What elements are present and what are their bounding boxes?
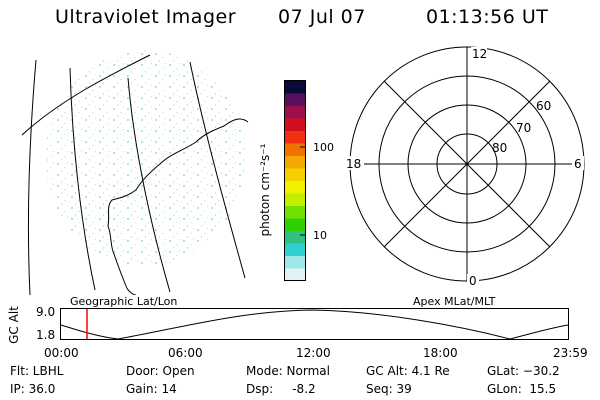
colorbar-segment xyxy=(285,193,305,207)
colorbar-segment xyxy=(285,181,305,194)
colorbar-unit-label: photon cm⁻²s⁻¹ xyxy=(258,143,272,237)
gc-alt-info: GC Alt: 4.1 Re xyxy=(366,364,450,378)
timeline-xtick: 23:59 xyxy=(553,346,588,360)
colorbar-segment xyxy=(285,268,305,282)
colorbar-segment xyxy=(285,231,305,244)
gain-info: Gain: 14 xyxy=(126,382,177,396)
glat-info: GLat: −30.2 xyxy=(487,364,560,378)
color-scale-bar xyxy=(284,80,306,282)
mode-info: Mode: Normal xyxy=(246,364,330,378)
time-label: 01:13:56 UT xyxy=(426,6,549,28)
timeline-ytick: 9.0 xyxy=(36,305,56,319)
colorbar-segment xyxy=(285,218,305,232)
colorbar-segment xyxy=(285,143,305,157)
mlt-label-18: 18 xyxy=(346,157,361,171)
mlt-label-12: 12 xyxy=(472,47,487,61)
lat-label-70: 70 xyxy=(516,121,531,135)
app-title: Ultraviolet Imager xyxy=(55,6,237,28)
filter-info: Flt: LBHL xyxy=(10,364,64,378)
glon-info: GLon: 15.5 xyxy=(487,382,557,396)
latitude-line xyxy=(21,54,151,136)
uv-image-panel xyxy=(21,50,249,295)
timeline-xtick: 18:00 xyxy=(423,346,458,360)
colorbar-tick-label: 10 xyxy=(313,229,327,242)
ip-info: IP: 36.0 xyxy=(10,382,56,396)
colorbar-segment xyxy=(285,93,305,107)
mlt-label-6: 6 xyxy=(574,157,582,171)
timeline-xtick: 06:00 xyxy=(168,346,203,360)
polar-plot: 12 18 6 0 60 70 80 xyxy=(344,46,585,288)
colorbar-segment xyxy=(285,131,305,144)
colorbar-segment xyxy=(285,243,305,257)
colorbar-segment xyxy=(285,118,305,132)
colorbar-segment xyxy=(285,106,305,119)
meridian-line xyxy=(69,67,96,291)
door-info: Door: Open xyxy=(126,364,195,378)
left-panel-caption: Geographic Lat/Lon xyxy=(70,295,178,308)
lat-label-60: 60 xyxy=(536,99,551,113)
orbit-altitude-curve xyxy=(60,309,569,340)
colorbar-segment xyxy=(285,206,305,219)
timeline-xtick: 00:00 xyxy=(44,346,79,360)
colorbar-tick-label: 100 xyxy=(313,141,334,154)
colorbar-segment xyxy=(285,156,305,169)
meridian-line xyxy=(189,61,246,279)
aurora-emission-area xyxy=(45,50,245,266)
meridian-line xyxy=(127,77,171,293)
polar-panel-caption: Apex MLat/MLT xyxy=(413,295,496,308)
timeline-xtick: 12:00 xyxy=(296,346,331,360)
lat-label-80: 80 xyxy=(492,141,507,155)
colorbar-segment xyxy=(285,256,305,269)
mlt-axis xyxy=(383,80,551,248)
dsp-info: Dsp: -8.2 xyxy=(246,382,316,396)
orbit-timeline xyxy=(60,308,569,340)
timeline-ytick: 1.8 xyxy=(36,328,56,342)
mlt-label-0: 0 xyxy=(469,274,477,288)
meridian-line xyxy=(27,59,37,295)
timeline-ylabel: GC Alt xyxy=(7,306,21,344)
colorbar-segment xyxy=(285,81,305,94)
seq-info: Seq: 39 xyxy=(366,382,412,396)
coastline xyxy=(107,118,249,295)
colorbar-segment xyxy=(285,168,305,182)
date-label: 07 Jul 07 xyxy=(278,6,366,28)
